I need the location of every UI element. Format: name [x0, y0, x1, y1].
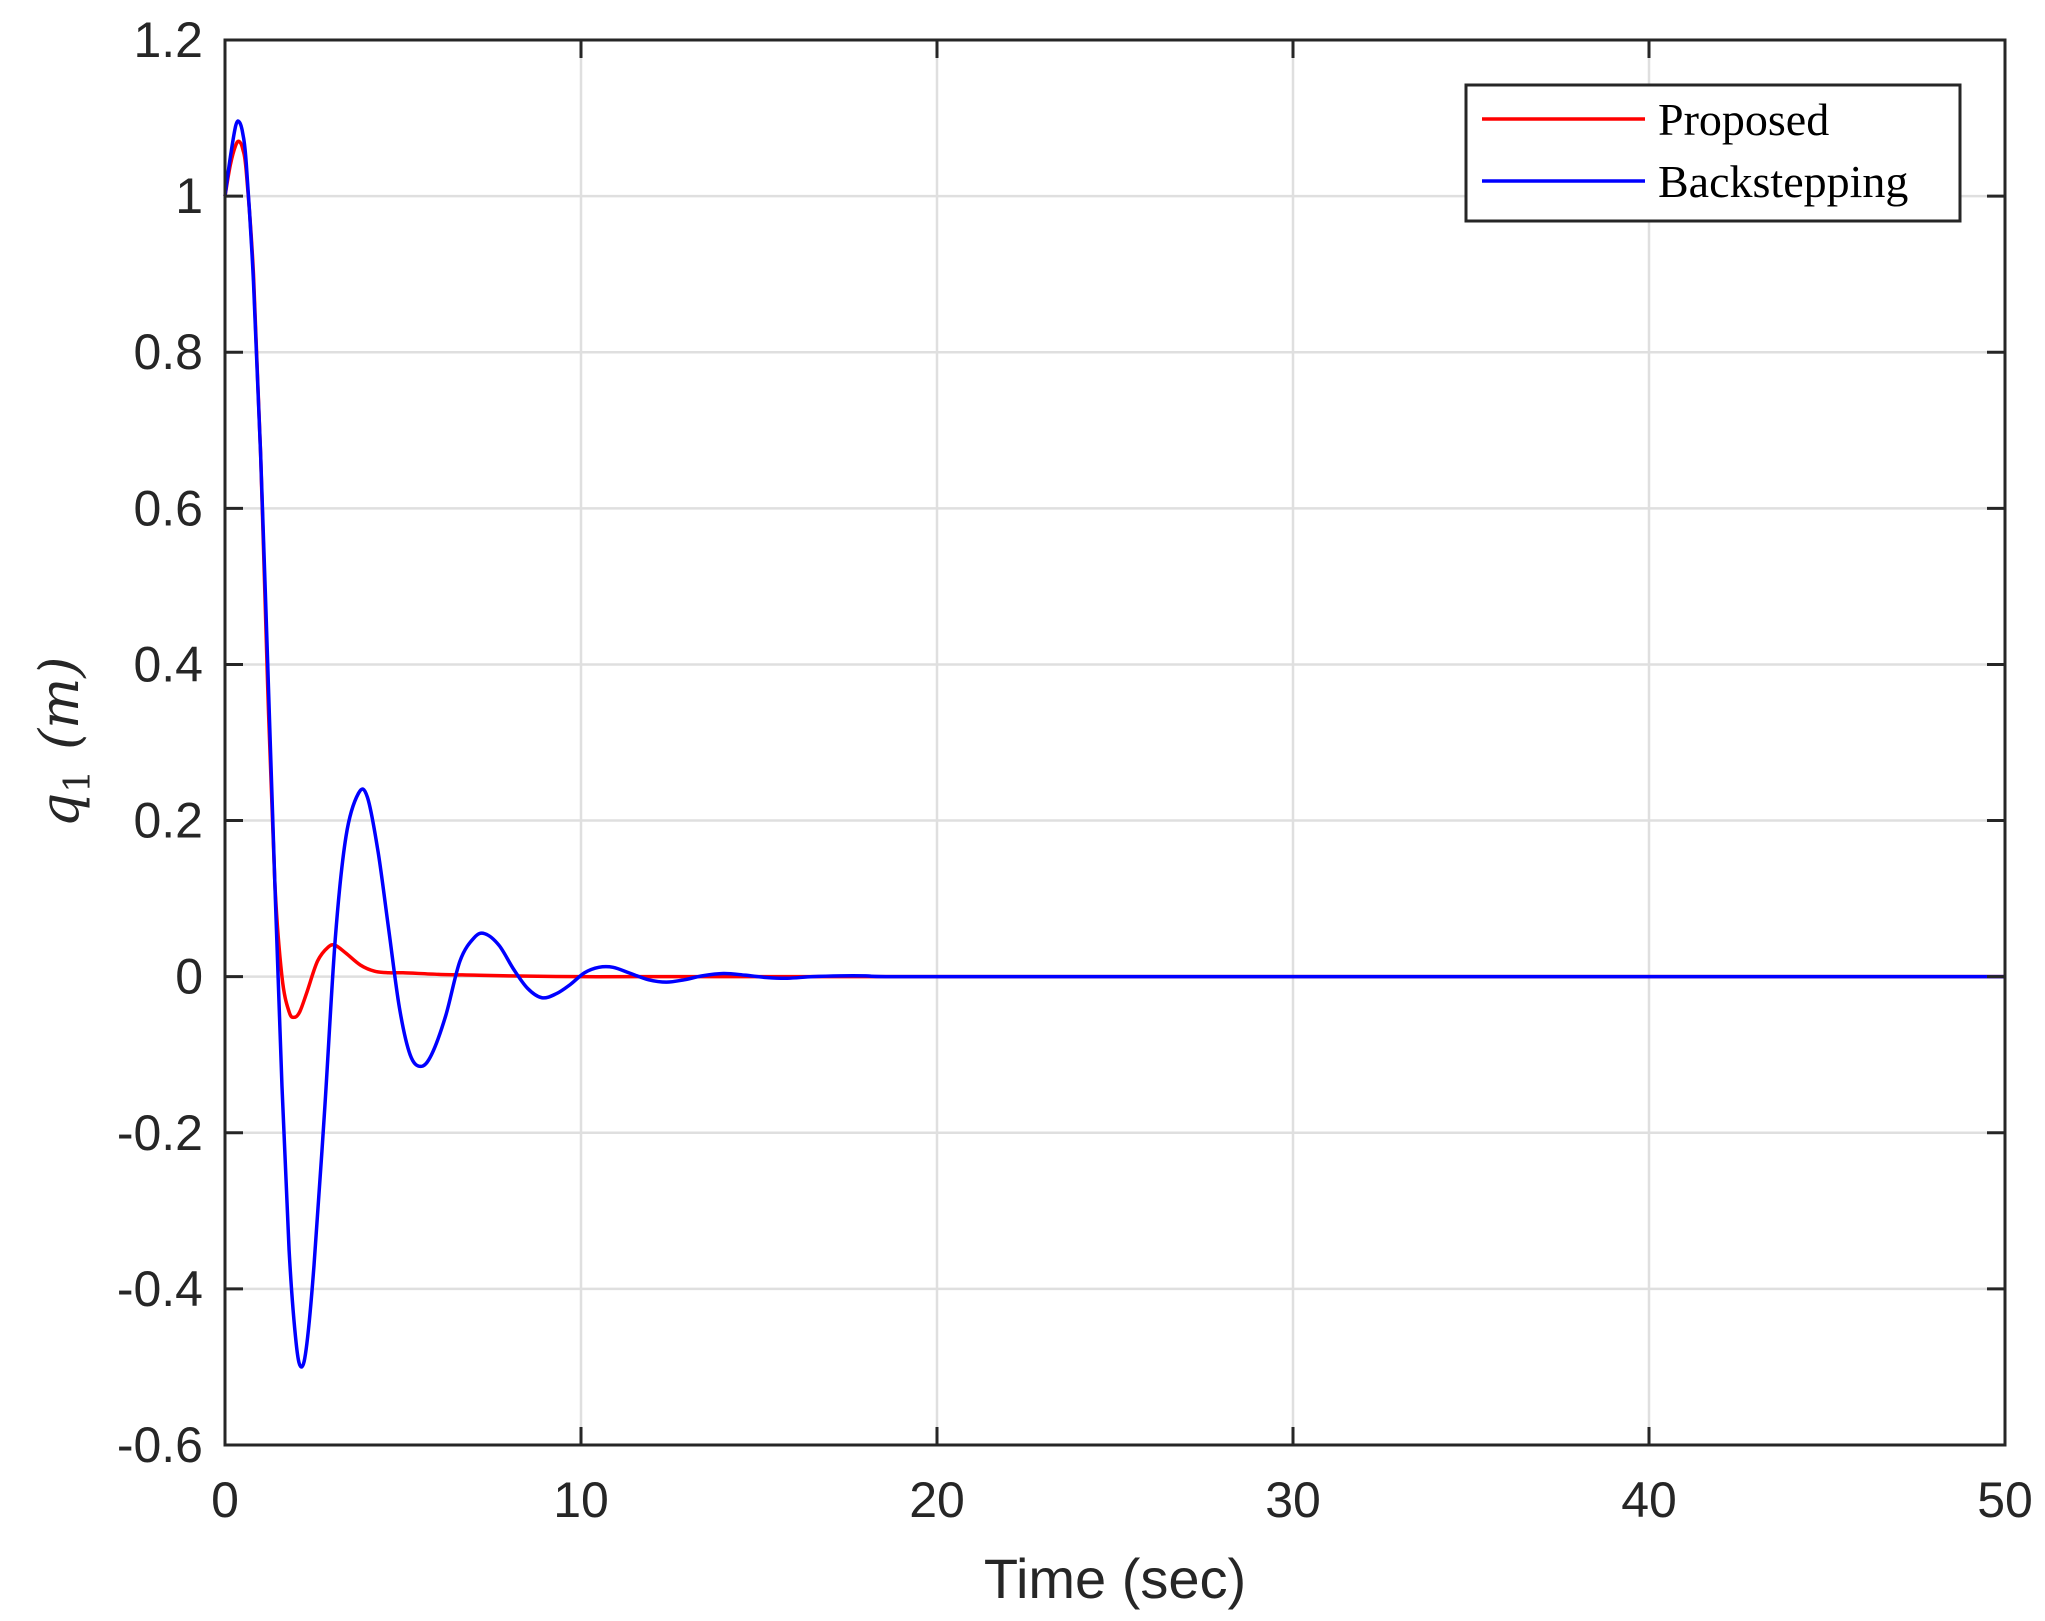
plot-area — [225, 40, 2005, 1445]
legend-box — [1464, 83, 1962, 223]
ticks — [223, 38, 2007, 1447]
y-tick-label: 0.4 — [133, 636, 203, 692]
series-line-backstepping — [223, 119, 2005, 1369]
x-axis-label: Time (sec) — [984, 1547, 1246, 1610]
x-tick-label: 30 — [1265, 1472, 1321, 1528]
y-axis-label: q1 (m) — [28, 657, 99, 828]
x-tick-label: 20 — [909, 1472, 965, 1528]
x-tick-label: 0 — [211, 1472, 239, 1528]
y-tick-label: 1.2 — [133, 12, 203, 68]
series-lines — [223, 119, 2005, 1369]
y-tick-label: 0.6 — [133, 480, 203, 536]
y-tick-label: -0.6 — [117, 1417, 203, 1473]
y-tick-label: 0.8 — [133, 324, 203, 380]
plot-frame — [223, 38, 2007, 1447]
y-tick-label: -0.4 — [117, 1261, 203, 1317]
legend: Proposed Backstepping — [1464, 83, 1962, 223]
y-axis-label-symbol: q — [28, 793, 91, 828]
y-axis-label-subscript: 1 — [58, 770, 99, 793]
y-tick-labels: -0.6 -0.4 -0.2 0 0.2 0.4 0.6 0.8 1 1.2 — [117, 12, 203, 1473]
y-tick-label: 1 — [175, 168, 203, 224]
y-tick-label: -0.2 — [117, 1105, 203, 1161]
y-tick-label: 0.2 — [133, 793, 203, 849]
legend-label-backstepping: Backstepping — [1658, 156, 1908, 207]
y-axis-label-unit: (m) — [28, 657, 91, 750]
x-tick-label: 40 — [1621, 1472, 1677, 1528]
y-tick-label: 0 — [175, 949, 203, 1005]
x-tick-labels: 0 10 20 30 40 50 — [211, 1472, 2033, 1528]
x-tick-label: 50 — [1977, 1472, 2033, 1528]
legend-label-proposed: Proposed — [1658, 94, 1829, 145]
x-tick-label: 10 — [553, 1472, 609, 1528]
